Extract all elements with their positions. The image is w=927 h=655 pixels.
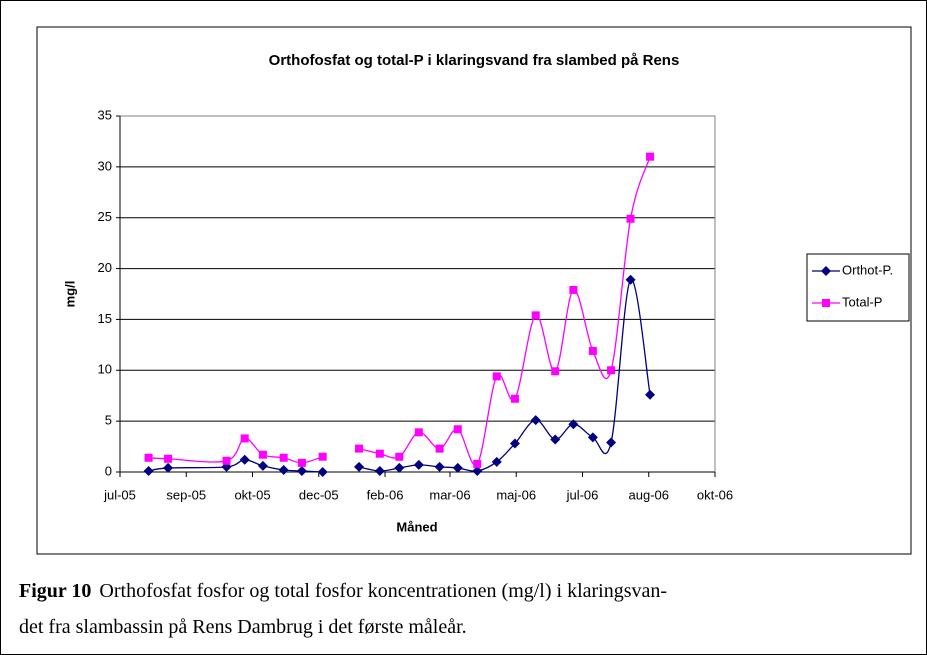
y-tick-label: 35 [98,107,112,122]
data-point [354,461,365,472]
caption: Figur 10 Orthofosfat fosfor og total fosf… [19,573,909,645]
data-point [492,372,501,381]
data-point [606,437,617,448]
data-point [453,425,462,434]
data-point [607,366,616,375]
legend-label: Total-P [842,294,882,309]
data-point [355,444,364,453]
legend-marker [822,299,830,307]
chart-title: Orthofosfat og total-P i klaringsvand fr… [269,52,680,69]
x-tick-label: feb-06 [367,487,404,502]
legend-box [806,253,910,322]
x-tick-label: jul-06 [566,487,599,502]
y-tick-label: 5 [105,413,112,428]
caption-text: Orthofosfat fosfor og total fosfor konce… [99,580,668,602]
data-point [550,434,561,445]
data-point [297,458,306,467]
x-tick-label: jul-05 [103,487,136,502]
data-point [144,453,153,462]
data-point [317,467,328,477]
data-point [646,152,655,161]
data-point [435,444,444,453]
y-tick-label: 15 [98,311,112,326]
data-point [414,428,423,437]
data-point [452,462,463,473]
data-point [296,465,307,476]
x-tick-label: aug-06 [629,487,669,502]
data-point [626,214,635,223]
x-tick-label: mar-06 [429,487,470,502]
y-tick-label: 30 [98,158,112,173]
data-point [374,465,385,476]
caption-line: Figur 10 Orthofosfat fosfor og total fosf… [19,573,909,609]
x-tick-label: okt-05 [234,487,270,502]
data-point [510,394,519,403]
data-point [394,462,405,473]
data-point [222,456,231,465]
data-point [258,450,267,459]
data-point [588,346,597,355]
data-point [163,462,174,473]
data-point [625,274,636,285]
x-tick-label: sep-05 [166,487,206,502]
legend-marker [821,266,831,276]
legend-label: Orthot-P. [842,262,893,277]
data-point [240,434,249,443]
data-point [509,438,520,449]
caption-line: det fra slambassin på Rens Dambrug i det… [19,616,467,638]
y-axis-title: mg/l [62,281,77,308]
y-tick-label: 20 [98,260,112,275]
data-point [491,456,502,467]
data-point [434,461,445,472]
data-point [164,454,173,463]
data-point [472,465,483,476]
data-point [569,285,578,294]
y-tick-label: 0 [105,463,112,478]
data-point [278,464,289,475]
chart: Orthofosfat og total-P i klaringsvand fr… [36,26,912,555]
x-axis-title: Måned [396,519,437,534]
x-tick-label: maj-06 [496,487,536,502]
data-point [530,415,541,426]
data-point [551,367,560,376]
y-tick-label: 10 [98,362,112,377]
data-point [587,432,598,443]
data-point [257,460,268,471]
data-point [318,452,327,461]
data-point [473,459,482,468]
data-point [531,311,540,320]
data-point [413,459,424,470]
x-tick-label: okt-06 [697,487,733,502]
data-point [568,419,579,430]
data-point [395,452,404,461]
data-point [645,389,656,400]
chart-frame [36,26,912,555]
data-point [279,453,288,462]
x-tick-label: dec-05 [299,487,339,502]
data-point [239,454,250,465]
data-point [375,449,384,458]
y-tick-label: 25 [98,209,112,224]
caption-label: Figur 10 [19,580,92,602]
data-point [143,465,154,476]
